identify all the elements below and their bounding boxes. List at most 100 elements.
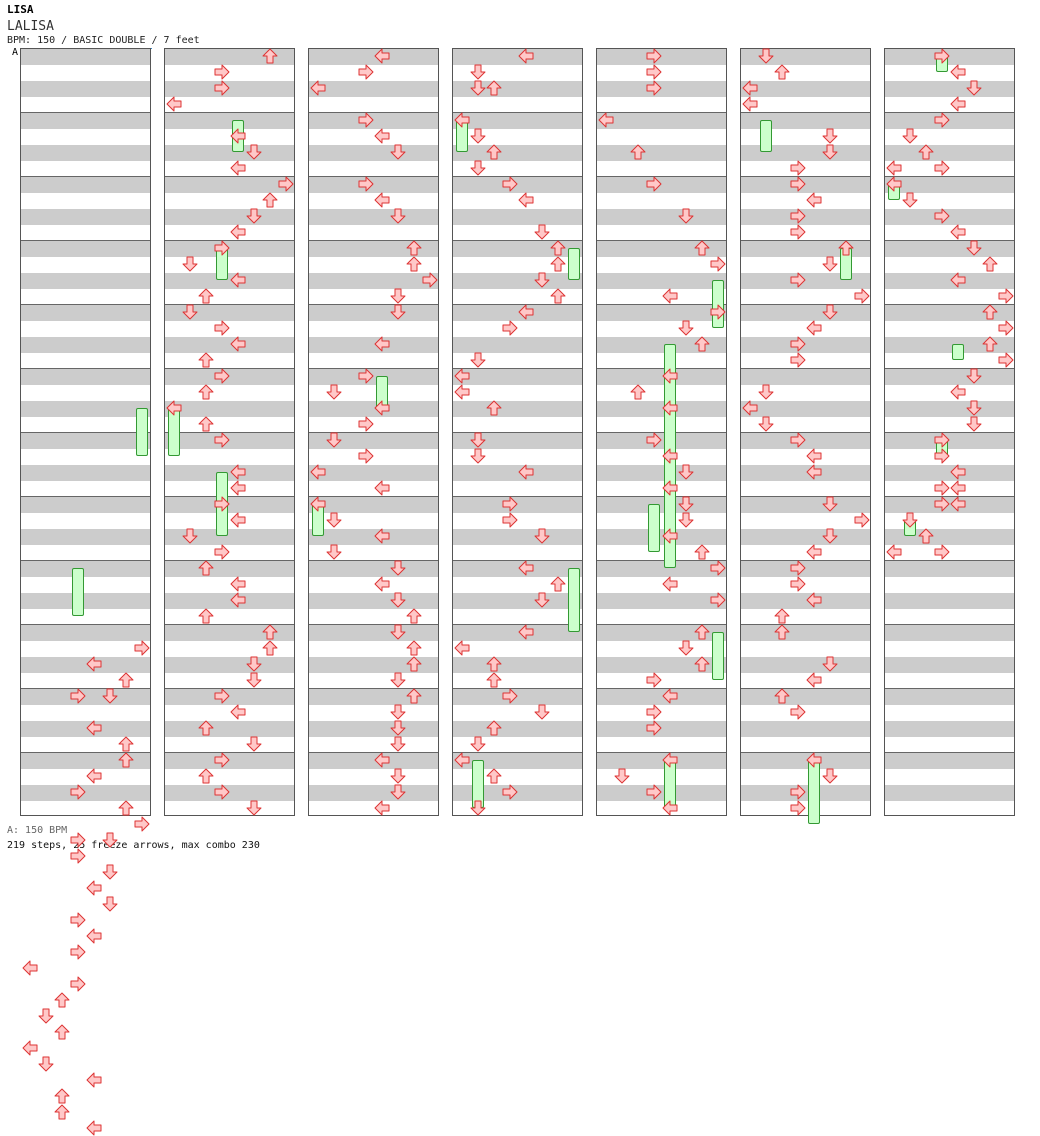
right-arrow-icon: [710, 560, 726, 576]
measure-line: [165, 240, 294, 241]
right-arrow-icon: [710, 592, 726, 608]
up-arrow-icon: [406, 656, 422, 672]
measure-line: [453, 240, 582, 241]
up-arrow-icon: [118, 736, 134, 752]
right-arrow-icon: [934, 496, 950, 512]
chart-column: [20, 48, 151, 816]
down-arrow-icon: [534, 528, 550, 544]
measure-line: [741, 304, 870, 305]
measure-line: [597, 496, 726, 497]
left-arrow-icon: [86, 1072, 102, 1088]
up-arrow-icon: [198, 352, 214, 368]
measure-line: [885, 560, 1014, 561]
up-arrow-icon: [262, 48, 278, 64]
left-arrow-icon: [310, 496, 326, 512]
measure-line: [165, 176, 294, 177]
artist-name: LISA: [7, 3, 34, 16]
measure-line: [597, 112, 726, 113]
left-arrow-icon: [886, 160, 902, 176]
measure-line: [597, 688, 726, 689]
up-arrow-icon: [262, 640, 278, 656]
left-arrow-icon: [518, 624, 534, 640]
left-arrow-icon: [950, 496, 966, 512]
measure-line: [165, 752, 294, 753]
up-arrow-icon: [198, 416, 214, 432]
down-arrow-icon: [326, 432, 342, 448]
right-arrow-icon: [934, 112, 950, 128]
left-arrow-icon: [230, 272, 246, 288]
right-arrow-icon: [790, 336, 806, 352]
measure-line: [885, 432, 1014, 433]
up-arrow-icon: [630, 384, 646, 400]
right-arrow-icon: [646, 48, 662, 64]
up-arrow-icon: [982, 256, 998, 272]
left-arrow-icon: [950, 464, 966, 480]
measure-line: [453, 176, 582, 177]
left-arrow-icon: [374, 400, 390, 416]
left-arrow-icon: [742, 96, 758, 112]
left-arrow-icon: [374, 48, 390, 64]
freeze-arrow: [760, 120, 772, 152]
up-arrow-icon: [694, 624, 710, 640]
measure-line: [885, 688, 1014, 689]
measure-line: [453, 688, 582, 689]
down-arrow-icon: [758, 384, 774, 400]
right-arrow-icon: [358, 64, 374, 80]
down-arrow-icon: [246, 800, 262, 816]
right-arrow-icon: [790, 224, 806, 240]
down-arrow-icon: [470, 64, 486, 80]
left-arrow-icon: [374, 752, 390, 768]
down-arrow-icon: [966, 80, 982, 96]
up-arrow-icon: [774, 608, 790, 624]
down-arrow-icon: [246, 144, 262, 160]
left-arrow-icon: [230, 224, 246, 240]
measure-line: [741, 496, 870, 497]
right-arrow-icon: [214, 64, 230, 80]
down-arrow-icon: [470, 432, 486, 448]
up-arrow-icon: [486, 80, 502, 96]
freeze-arrow: [808, 760, 820, 824]
left-arrow-icon: [662, 480, 678, 496]
right-arrow-icon: [646, 720, 662, 736]
up-arrow-icon: [198, 560, 214, 576]
chart-column: [884, 48, 1015, 816]
measure-line: [741, 432, 870, 433]
chart-column: [452, 48, 583, 816]
measure-line: [453, 496, 582, 497]
chart-stats: 219 steps, 25 freeze arrows, max combo 2…: [7, 840, 260, 851]
right-arrow-icon: [646, 432, 662, 448]
measure-line: [309, 304, 438, 305]
up-arrow-icon: [118, 752, 134, 768]
right-arrow-icon: [854, 288, 870, 304]
left-arrow-icon: [86, 656, 102, 672]
right-arrow-icon: [790, 576, 806, 592]
up-arrow-icon: [550, 288, 566, 304]
freeze-arrow: [648, 504, 660, 552]
left-arrow-icon: [662, 528, 678, 544]
right-arrow-icon: [790, 432, 806, 448]
right-arrow-icon: [214, 432, 230, 448]
right-arrow-icon: [934, 160, 950, 176]
right-arrow-icon: [646, 80, 662, 96]
measure-line: [885, 368, 1014, 369]
measure-line: [453, 368, 582, 369]
left-arrow-icon: [310, 464, 326, 480]
left-arrow-icon: [662, 576, 678, 592]
left-arrow-icon: [662, 288, 678, 304]
left-arrow-icon: [806, 752, 822, 768]
left-arrow-icon: [374, 336, 390, 352]
measure-line: [21, 304, 150, 305]
measure-line: [21, 688, 150, 689]
left-arrow-icon: [742, 400, 758, 416]
measure-line: [165, 368, 294, 369]
right-arrow-icon: [854, 512, 870, 528]
right-arrow-icon: [998, 288, 1014, 304]
right-arrow-icon: [358, 112, 374, 128]
right-arrow-icon: [70, 912, 86, 928]
down-arrow-icon: [678, 512, 694, 528]
left-arrow-icon: [806, 464, 822, 480]
down-arrow-icon: [246, 208, 262, 224]
measure-line: [741, 560, 870, 561]
bpm-note: A: 150 BPM: [7, 825, 68, 836]
left-arrow-icon: [454, 368, 470, 384]
